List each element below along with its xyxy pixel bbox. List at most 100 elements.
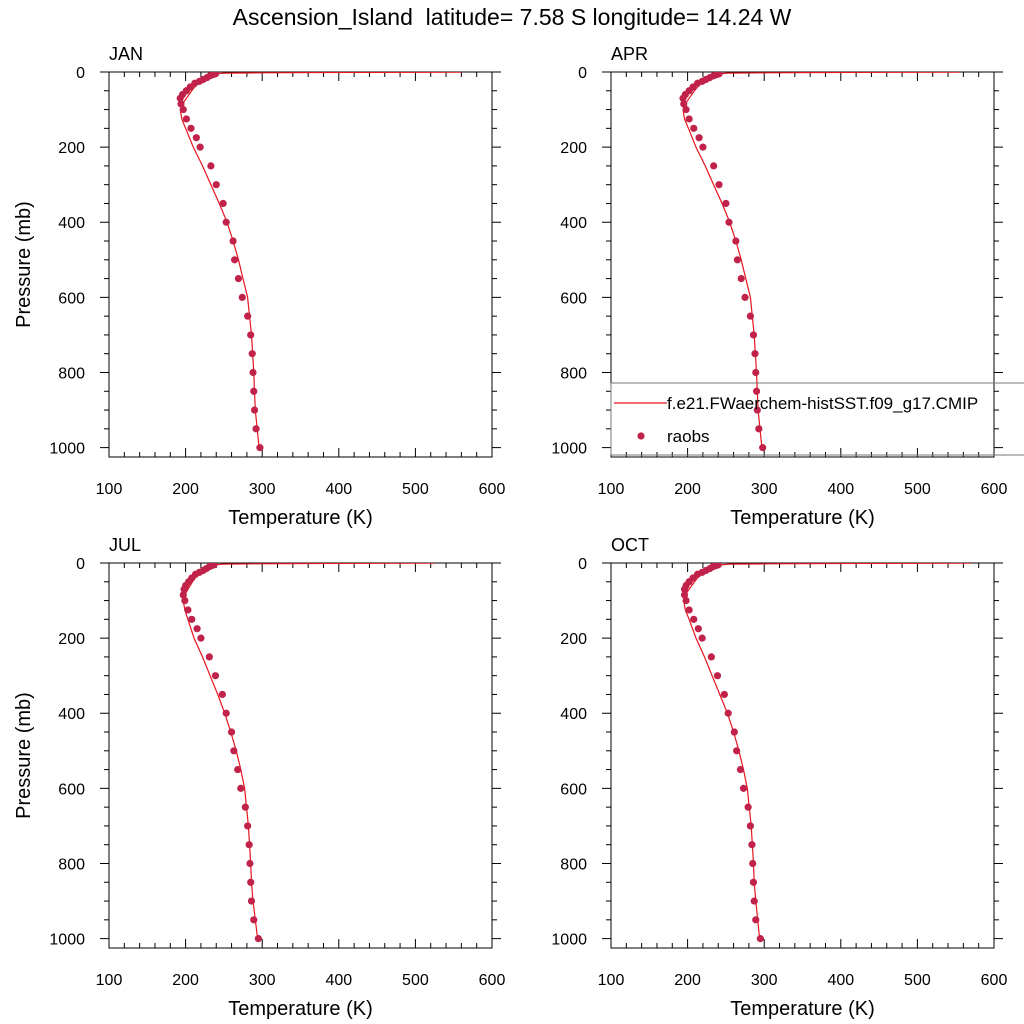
- x-tick-label: 500: [904, 481, 931, 498]
- raobs-point: [695, 134, 703, 142]
- raobs-point: [250, 387, 258, 395]
- raobs-point: [746, 312, 755, 320]
- raobs-point: [179, 105, 187, 114]
- x-tick-label: 500: [402, 972, 429, 989]
- panel-oct: OCT 100 200 300 400 500 600 0 200 400 600 800 1000 Te…: [551, 535, 1007, 1020]
- raobs-point: [749, 878, 758, 886]
- raobs-point: [248, 350, 256, 358]
- x-tick-label: 400: [325, 972, 352, 989]
- raobs-point: [732, 237, 740, 245]
- legend-label-raobs: raobs: [667, 427, 710, 446]
- raobs-point: [244, 312, 252, 320]
- y-tick-label: 1000: [551, 932, 587, 949]
- raobs-point: [751, 350, 759, 358]
- y-axis-title: Pressure (mb): [13, 692, 35, 819]
- raobs-point: [724, 709, 732, 717]
- legend: f.e21.FWaerchem-histSST.f09_g17.CMIPraob…: [610, 382, 1024, 456]
- x-tick-label: 400: [325, 481, 352, 498]
- raobs-point: [682, 105, 690, 114]
- raobs-point: [680, 100, 688, 108]
- plot-area: [680, 563, 972, 943]
- raobs-point: [222, 218, 230, 226]
- raobs-point: [188, 615, 196, 623]
- y-tick-label: 400: [58, 215, 85, 232]
- x-axis-title: Temperature (K): [228, 507, 373, 529]
- y-tick-label: 800: [58, 856, 85, 873]
- y-tick-label: 200: [58, 140, 85, 157]
- y-tick-label: 600: [58, 290, 85, 307]
- raobs-point: [180, 585, 188, 593]
- x-tick-label: 200: [674, 481, 701, 498]
- x-tick-label: 600: [981, 481, 1008, 498]
- x-tick-label: 300: [249, 972, 276, 989]
- raobs-point: [245, 841, 253, 849]
- raobs-point: [739, 784, 748, 792]
- plot-area: [179, 563, 435, 943]
- x-tick-label: 200: [172, 481, 199, 498]
- y-tick-label: 0: [76, 556, 85, 573]
- y-tick-label: 400: [58, 706, 85, 723]
- panel-label: JAN: [109, 44, 143, 64]
- x-tick-label: 500: [904, 972, 931, 989]
- x-tick-label: 600: [479, 972, 506, 989]
- raobs-point: [230, 747, 238, 755]
- legend-marker-swatch: [637, 432, 645, 440]
- y-tick-label: 800: [58, 365, 85, 382]
- x-tick-label: 100: [598, 481, 625, 498]
- raobs-point: [680, 585, 689, 593]
- y-tick-label: 200: [560, 631, 587, 648]
- raobs-point: [713, 672, 722, 680]
- raobs-point: [212, 181, 220, 189]
- raobs-point: [205, 653, 213, 661]
- raobs-point: [730, 728, 738, 736]
- y-tick-label: 0: [578, 556, 587, 573]
- raobs-point: [256, 444, 264, 452]
- x-tick-label: 600: [981, 972, 1008, 989]
- figure-title: Ascension_Island latitude= 7.58 S longit…: [232, 4, 792, 30]
- y-tick-label: 1000: [551, 441, 587, 458]
- raobs-point: [211, 672, 220, 680]
- raobs-point: [241, 803, 249, 811]
- model-profile-line: [179, 72, 462, 448]
- raobs-point: [244, 822, 252, 830]
- x-tick-label: 400: [827, 972, 854, 989]
- raobs-point: [749, 859, 757, 868]
- raobs-point: [710, 162, 718, 170]
- raobs-point: [755, 425, 763, 433]
- model-profile-line: [683, 563, 972, 939]
- raobs-point: [685, 606, 693, 614]
- raobs-point: [752, 368, 760, 377]
- raobs-point: [234, 274, 243, 283]
- model-profile-line: [182, 563, 435, 939]
- raobs-point: [679, 94, 687, 102]
- raobs-point: [249, 368, 257, 377]
- raobs-point: [231, 256, 239, 264]
- y-tick-label: 600: [560, 290, 587, 307]
- raobs-point: [690, 124, 698, 132]
- raobs-point: [207, 162, 215, 170]
- x-axis-title: Temperature (K): [730, 998, 875, 1020]
- raobs-point: [756, 935, 764, 943]
- raobs-point: [722, 199, 730, 208]
- y-tick-label: 800: [560, 365, 587, 382]
- x-axis-title: Temperature (K): [228, 998, 373, 1020]
- raobs-point: [733, 256, 741, 264]
- x-tick-label: 600: [479, 481, 506, 498]
- legend-label-model: f.e21.FWaerchem-histSST.f09_g17.CMIP: [667, 394, 978, 413]
- plot-area: [679, 72, 960, 452]
- y-tick-label: 200: [58, 631, 85, 648]
- raobs-point: [737, 274, 745, 283]
- plot-frame: [610, 562, 995, 949]
- raobs-point: [192, 134, 200, 142]
- y-tick-label: 1000: [49, 932, 85, 949]
- x-tick-label: 100: [96, 972, 123, 989]
- raobs-point: [690, 615, 698, 623]
- raobs-point: [250, 916, 258, 924]
- raobs-point: [694, 625, 702, 633]
- raobs-point: [720, 690, 728, 699]
- panel-label: OCT: [611, 535, 649, 555]
- y-tick-label: 0: [578, 65, 587, 82]
- y-tick-label: 400: [560, 706, 587, 723]
- raobs-point: [685, 115, 693, 123]
- panel-jul: JUL 100 200 300 400 500 600 0 200 400 600 800 1000 Te…: [13, 535, 505, 1020]
